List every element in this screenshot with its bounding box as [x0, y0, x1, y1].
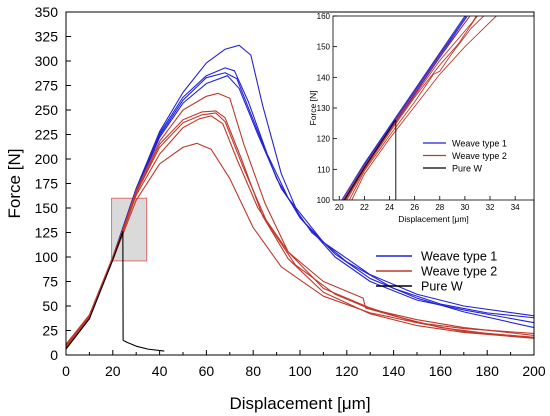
- inset-y-tick-label: 160: [317, 12, 331, 21]
- inset-legend-label-1: Weave type 1: [452, 139, 507, 149]
- inset-x-tick-label: 30: [460, 203, 469, 212]
- inset-y-tick-label: 150: [317, 43, 331, 52]
- inset-x-tick-label: 20: [335, 203, 344, 212]
- main-y-tick-label: 250: [35, 102, 59, 118]
- main-y-tick-label: 225: [35, 127, 59, 143]
- main-y-tick-label: 0: [50, 347, 58, 363]
- main-series-1-curve-2: [65, 67, 535, 346]
- inset-x-tick-label: 24: [385, 203, 394, 212]
- main-y-tick-label: 125: [35, 225, 59, 241]
- inset-x-tick-label: 32: [486, 203, 495, 212]
- inset-y-axis-title: Force [N]: [308, 91, 318, 126]
- main-x-tick-label: 140: [382, 363, 406, 379]
- main-y-tick-label: 350: [35, 4, 59, 20]
- main-y-tick-label: 75: [42, 274, 58, 290]
- inset-series-2-curve-4: [348, 15, 485, 201]
- inset-chart: 20 22 24 26 28 30 32 34 100 110 120 130 140 150 160 Dis…: [308, 12, 535, 224]
- main-y-tick-label: 275: [35, 78, 59, 94]
- inset-y-tick-label: 110: [317, 165, 330, 174]
- inset-legend-label-2: Weave type 2: [452, 151, 507, 161]
- main-x-tick-label: 160: [429, 363, 453, 379]
- inset-series-3-curve-1: [343, 119, 397, 201]
- inset-x-tick-label: 26: [410, 203, 419, 212]
- main-legend-label-1: Weave type 1: [421, 250, 497, 264]
- main-x-tick-label: 0: [62, 363, 70, 379]
- main-y-axis-title: Force [N]: [5, 149, 24, 219]
- main-y-tick-label: 100: [35, 249, 59, 265]
- inset-x-tick-label: 34: [511, 203, 520, 212]
- main-y-tick-label: 200: [35, 151, 59, 167]
- inset-series-2-curve-5: [351, 15, 497, 201]
- inset-y-tick-label: 120: [317, 135, 331, 144]
- inset-series-2-curve-3: [346, 15, 478, 201]
- main-y-tick-label: 175: [35, 176, 59, 192]
- main-y-tick-label: 50: [42, 298, 58, 314]
- main-x-tick-label: 120: [335, 363, 359, 379]
- main-plot-lines: [65, 44, 535, 352]
- inset-series-2-curve-1: [342, 15, 471, 201]
- main-series-2-curve-5: [65, 142, 535, 347]
- main-chart: 0 20 40 60 80 100 120 140 160 180 200 0 25 50 75 100 125…: [5, 4, 546, 413]
- inset-y-tick-label: 140: [317, 73, 331, 82]
- inset-legend: Weave type 1 Weave type 2 Pure W: [423, 139, 507, 174]
- main-x-tick-label: 80: [245, 363, 261, 379]
- main-series-2-curve-3: [65, 112, 535, 345]
- main-legend-label-2: Weave type 2: [421, 265, 497, 279]
- inset-y-tick-label: 100: [317, 196, 331, 205]
- inset-x-tick-label: 28: [435, 203, 444, 212]
- main-y-tick-label: 150: [35, 200, 59, 216]
- main-y-tick-label: 25: [42, 323, 58, 339]
- main-y-tick-label: 325: [35, 29, 59, 45]
- main-x-tick-label: 180: [476, 363, 500, 379]
- main-x-tick-label: 20: [105, 363, 121, 379]
- inset-y-tick-label: 130: [317, 104, 331, 113]
- main-x-axis-title: Displacement [μm]: [229, 394, 370, 413]
- inset-series-1-curve-2: [342, 15, 467, 201]
- inset-x-axis-title: Displacement [μm]: [398, 214, 469, 224]
- main-y-tick-label: 300: [35, 53, 59, 69]
- main-legend-label-3: Pure W: [421, 280, 463, 294]
- main-x-tick-label: 40: [152, 363, 168, 379]
- inset-x-tick-label: 22: [360, 203, 369, 212]
- main-x-tick-label: 200: [522, 363, 546, 379]
- inset-background: [333, 16, 534, 200]
- inset-plot-lines: [341, 15, 497, 201]
- main-series-3-curve-1: [65, 230, 165, 352]
- inset-series-1-curve-1: [341, 15, 466, 201]
- main-x-tick-label: 60: [199, 363, 215, 379]
- main-series-2-curve-4: [65, 115, 535, 349]
- main-x-tick-label: 100: [288, 363, 312, 379]
- inset-legend-label-3: Pure W: [452, 164, 483, 174]
